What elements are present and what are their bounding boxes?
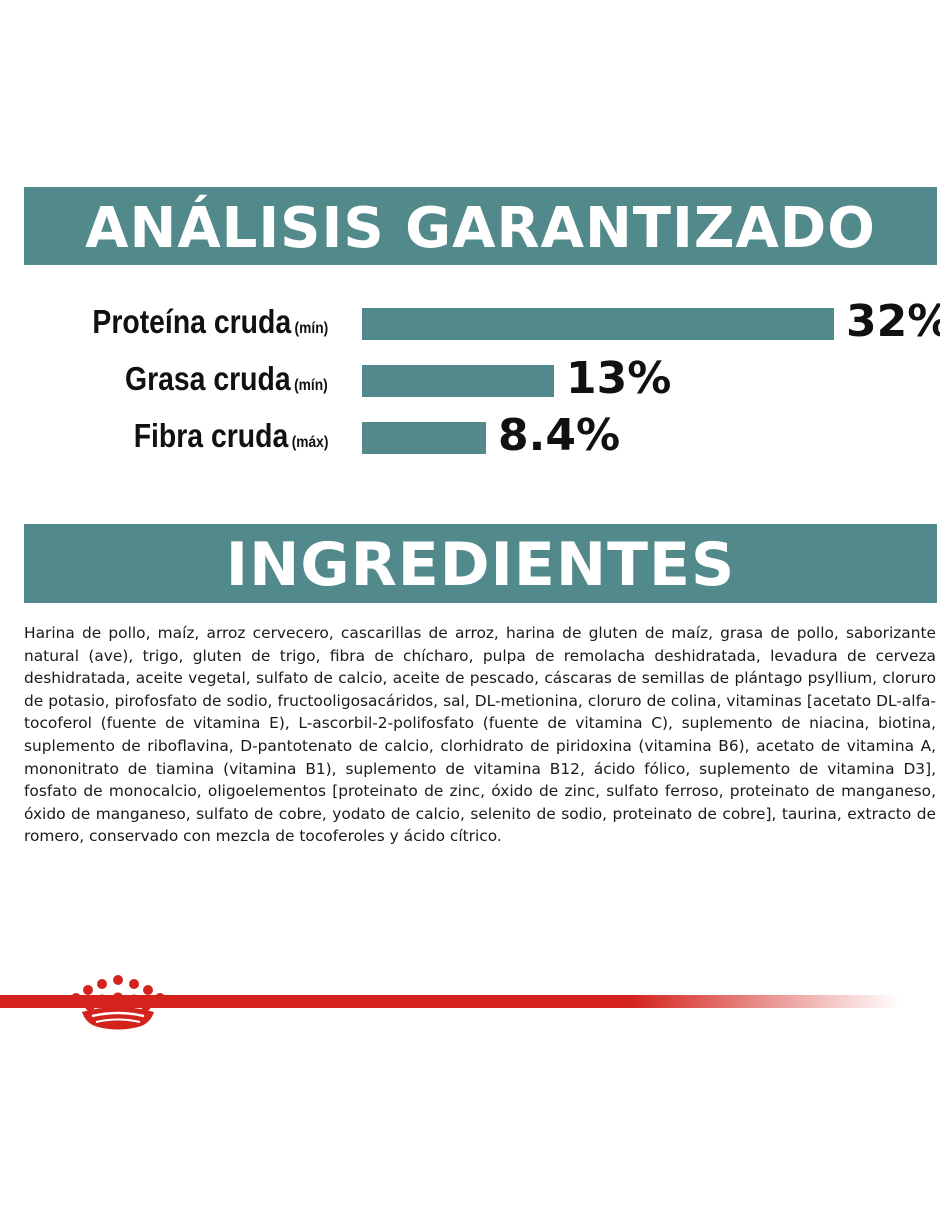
analysis-row-protein: Proteína cruda(mín) 32% — [0, 296, 940, 347]
nutrient-value: 8.4% — [498, 410, 621, 461]
nutrient-value: 32% — [846, 296, 940, 347]
nutrient-bar — [362, 365, 554, 397]
nutrient-value: 13% — [566, 353, 672, 404]
nutrient-label: Fibra cruda (máx) — [133, 417, 328, 454]
nutrient-bar — [362, 308, 834, 340]
analysis-row-fat: Grasa cruda (mín) 13% — [0, 353, 940, 404]
crown-icon — [71, 975, 165, 1030]
nutrient-label: Proteína cruda (mín) — [92, 303, 328, 340]
nutrient-qualifier: (máx) — [291, 434, 328, 451]
analysis-title: ANÁLISIS GARANTIZADO — [24, 187, 937, 265]
nutrient-qualifier: (mín) — [294, 377, 328, 394]
nutrient-label: Grasa cruda (mín) — [125, 360, 328, 397]
analysis-row-fiber: Fibra cruda (máx) 8.4% — [0, 410, 940, 461]
footer-divider — [0, 995, 900, 1008]
ingredients-list: Harina de pollo, maíz, arroz cervecero, … — [24, 624, 936, 846]
ingredients-title: INGREDIENTES — [24, 524, 937, 603]
nutrient-bar — [362, 422, 486, 454]
nutrient-qualifier: (mín) — [294, 320, 328, 337]
